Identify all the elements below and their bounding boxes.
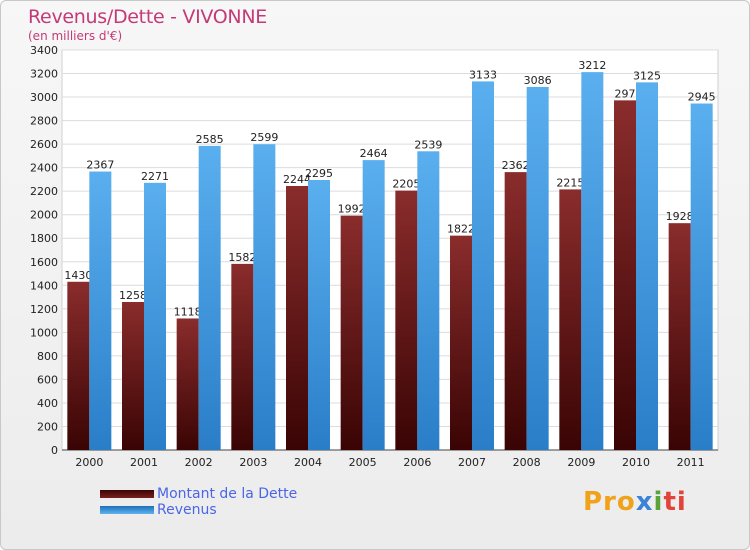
x-tick-label: 2001 [130, 456, 158, 469]
y-tick-label: 2800 [30, 115, 58, 128]
value-label-dette-2009: 2215 [556, 176, 584, 189]
value-label-revenus-2006: 2539 [414, 138, 442, 151]
bar-revenus-2010 [636, 82, 658, 451]
x-tick-label: 2006 [403, 456, 431, 469]
bar-dette-2005 [340, 215, 363, 450]
bar-dette-2011 [668, 223, 691, 450]
value-label-dette-2006: 2205 [392, 178, 420, 191]
y-tick-label: 3400 [30, 44, 58, 57]
bar-revenus-2003 [253, 144, 276, 450]
y-tick-label: 600 [37, 373, 58, 386]
legend-label-dette: Montant de la Dette [157, 486, 298, 502]
bar-revenus-2005 [362, 160, 385, 450]
value-label-revenus-2000: 2367 [86, 159, 114, 172]
x-tick-label: 2010 [622, 456, 650, 469]
plot-area [61, 49, 719, 451]
value-label-revenus-2010: 3125 [633, 69, 661, 82]
bar-dette-2002 [176, 318, 199, 450]
x-tick-label: 2002 [185, 456, 213, 469]
value-label-revenus-2008: 3086 [524, 74, 552, 87]
chart-title: Revenus/Dette - VIVONNE [28, 6, 267, 28]
bar-revenus-2006 [417, 151, 440, 450]
y-tick-label: 2000 [30, 209, 58, 222]
value-label-dette-2003: 1582 [228, 251, 256, 264]
bar-revenus-2004 [308, 180, 330, 450]
value-label-dette-2005: 1992 [338, 203, 366, 216]
value-label-dette-2004: 2244 [283, 173, 311, 186]
value-label-dette-2010: 297 [615, 87, 636, 100]
y-tick-label: 3200 [30, 68, 58, 81]
value-label-revenus-2004: 2295 [305, 167, 333, 180]
bar-revenus-2002 [198, 145, 221, 450]
value-label-dette-2011: 1928 [666, 210, 694, 223]
y-tick-label: 1800 [30, 232, 58, 245]
bar-revenus-2011 [690, 103, 713, 450]
bar-dette-2006 [395, 190, 418, 450]
y-tick-label: 3000 [30, 91, 58, 104]
y-tick-label: 2400 [30, 162, 58, 175]
x-tick-label: 2004 [294, 456, 322, 469]
value-label-revenus-2011: 2945 [688, 91, 716, 104]
value-label-dette-2008: 2362 [502, 159, 530, 172]
y-tick-label: 800 [37, 350, 58, 363]
x-tick-label: 2011 [677, 456, 705, 469]
legend-swatch-revenus [100, 506, 154, 514]
legend-swatch-dette [100, 490, 154, 498]
chart-subtitle: (en milliers d'€) [28, 29, 123, 43]
y-tick-label: 200 [37, 420, 58, 433]
bar-dette-2007 [450, 235, 472, 450]
y-tick-label: 400 [37, 397, 58, 410]
value-label-revenus-2009: 3212 [578, 59, 606, 72]
x-tick-label: 2009 [567, 456, 595, 469]
x-tick-label: 2005 [349, 456, 377, 469]
legend: Montant de la Dette Revenus [100, 486, 297, 518]
value-label-revenus-2003: 2599 [250, 131, 278, 144]
x-tick-label: 2007 [458, 456, 486, 469]
bar-dette-2009 [559, 189, 582, 451]
bar-revenus-2007 [472, 81, 494, 450]
bar-revenus-2001 [144, 182, 166, 450]
y-tick-label: 0 [51, 444, 58, 457]
x-tick-label: 2000 [75, 456, 103, 469]
y-tick-label: 1000 [30, 326, 58, 339]
value-label-dette-2007: 1822 [447, 223, 475, 236]
bar-dette-2010 [614, 100, 636, 451]
bar-dette-2003 [231, 263, 254, 450]
bar-dette-2004 [286, 186, 308, 450]
value-label-revenus-2005: 2464 [360, 147, 388, 160]
legend-label-revenus: Revenus [157, 502, 217, 518]
value-label-dette-2000: 1430 [64, 269, 92, 282]
bar-dette-2001 [122, 302, 144, 450]
legend-item-revenus: Revenus [100, 502, 297, 518]
y-tick-label: 2200 [30, 185, 58, 198]
y-tick-label: 2600 [30, 138, 58, 151]
bar-revenus-2008 [526, 86, 549, 451]
value-label-revenus-2001: 2271 [141, 170, 169, 183]
bar-revenus-2000 [89, 171, 112, 450]
y-tick-label: 1400 [30, 279, 58, 292]
value-label-dette-2001: 1258 [119, 289, 147, 302]
value-label-revenus-2002: 2585 [196, 133, 224, 146]
y-tick-label: 1200 [30, 303, 58, 316]
bar-revenus-2009 [581, 72, 604, 450]
bar-dette-2000 [67, 281, 90, 450]
bar-dette-2008 [504, 172, 527, 450]
x-tick-label: 2008 [513, 456, 541, 469]
value-label-revenus-2007: 3133 [469, 68, 497, 81]
proxiti-logo: Proxiti [583, 487, 687, 517]
y-tick-label: 1600 [30, 256, 58, 269]
x-tick-label: 2003 [239, 456, 267, 469]
legend-item-dette: Montant de la Dette [100, 486, 297, 502]
value-label-dette-2002: 1118 [174, 305, 202, 318]
